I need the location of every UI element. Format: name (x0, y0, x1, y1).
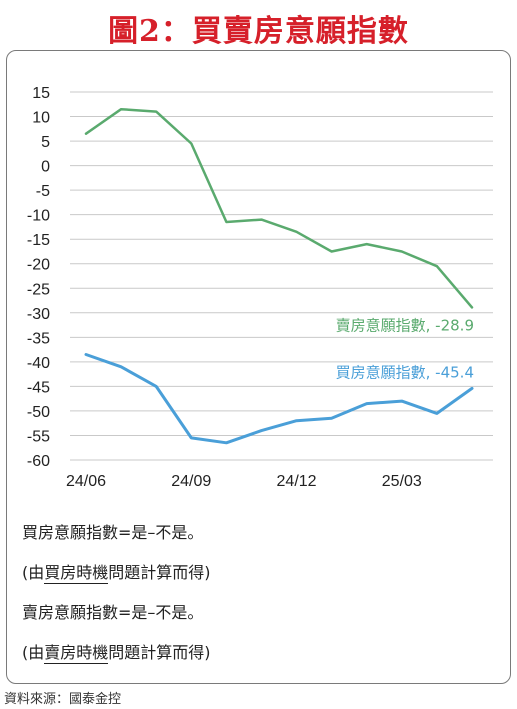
x-tick-label: 24/12 (277, 473, 317, 490)
y-tick-label: -40 (27, 355, 50, 372)
y-tick-label: 10 (32, 110, 50, 127)
y-tick-label: -50 (27, 404, 50, 421)
x-tick-label: 25/03 (382, 473, 422, 490)
sell-index-source-note: (由賣房時機問題計算而得) (22, 639, 211, 664)
chart-title: 圖2：買賣房意願指數 (108, 14, 409, 49)
buy-note-rest: 問題計算而得) (108, 563, 211, 582)
buy-index-formula: 買房意願指數=是–不是。 (22, 523, 204, 542)
line-chart: 15 10 5 0 -5 -10 -15 -20 -25 -30 -35 -40 -45 -50 -55 -6… (27, 85, 493, 490)
sell-note-rest: 問題計算而得) (108, 643, 211, 662)
y-tick-label: -10 (27, 208, 50, 225)
sell-note-underlined: 賣房時機 (44, 643, 109, 664)
y-tick-label: 5 (41, 134, 50, 151)
buy-note-underlined: 買房時機 (44, 563, 109, 584)
y-tick-label: -45 (27, 379, 50, 396)
y-tick-label: 15 (32, 85, 50, 102)
buy-note-open: (由 (22, 563, 45, 582)
x-tick-label: 24/06 (66, 473, 106, 490)
y-tick-label: -25 (27, 281, 50, 298)
sell-index-formula: 賣房意願指數=是–不是。 (22, 603, 204, 622)
chart-frame (6, 50, 511, 684)
y-tick-label: -15 (27, 232, 50, 249)
buy-index-source-note: (由買房時機問題計算而得) (22, 559, 211, 584)
y-tick-label: -20 (27, 257, 50, 274)
sell-index-label: 賣房意願指數, -28.9 (336, 316, 474, 334)
sell-note-open: (由 (22, 643, 45, 662)
data-source: 資料來源：國泰金控 (4, 692, 122, 707)
x-tick-label: 24/09 (171, 473, 211, 490)
y-tick-label: -30 (27, 306, 50, 323)
y-tick-label: -5 (36, 183, 50, 200)
y-tick-label: -35 (27, 330, 50, 347)
y-tick-label: 0 (41, 159, 50, 176)
y-tick-label: -60 (27, 453, 50, 470)
sell-index-line (84, 107, 474, 309)
y-tick-label: -55 (27, 428, 50, 445)
buy-index-label: 買房意願指數, -45.4 (336, 363, 474, 381)
buy-index-line (84, 353, 474, 445)
